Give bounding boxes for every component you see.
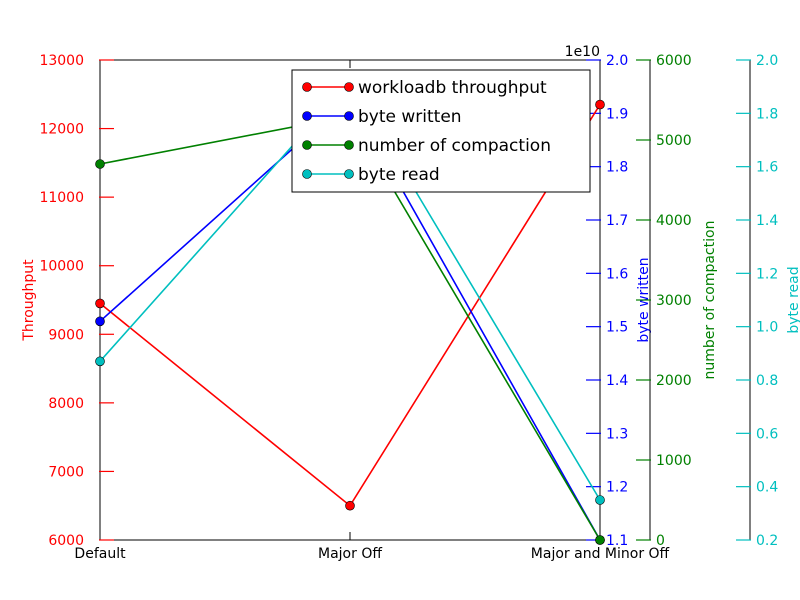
y-tick-label: 12000 [39, 122, 84, 138]
axis-title: Throughput [21, 259, 37, 342]
y-tick-label: 5000 [656, 133, 692, 149]
legend-marker [344, 111, 354, 121]
y-tick-label: 13000 [39, 53, 84, 69]
x-tick-label: Default [74, 546, 126, 562]
y-tick-label: 1.2 [606, 480, 628, 496]
legend-marker [344, 140, 354, 150]
legend-marker [302, 111, 312, 121]
y-tick-label: 1.6 [606, 266, 628, 282]
data-point [595, 99, 605, 110]
y-tick-label: 1.4 [606, 373, 628, 389]
axis-title: byte read [786, 266, 800, 333]
y-tick-label: 10000 [39, 259, 84, 275]
axis-throughput: 6000 7000 8000 9000 10000 11000 12000 13000 Thro… [21, 53, 114, 549]
legend-marker [302, 140, 312, 150]
y-tick-label: 1.2 [756, 266, 778, 282]
y-tick-label: 1.4 [756, 213, 778, 229]
y-tick-label: 3000 [656, 293, 692, 309]
y-tick-label: 1.5 [606, 320, 628, 336]
y-tick-label: 0.4 [756, 480, 778, 496]
x-tick-label: Major and Minor Off [531, 546, 670, 562]
y-tick-label: 11000 [39, 190, 84, 206]
legend-label: workloadb throughput [358, 78, 547, 98]
legend-label: byte read [358, 165, 440, 185]
y-tick-label: 1.3 [606, 426, 628, 442]
x-tick-label: Major Off [318, 546, 382, 562]
y-tick-label: 0.2 [756, 533, 778, 549]
y-tick-label: 1.9 [606, 106, 628, 122]
data-point [95, 159, 105, 169]
legend-label: number of compaction [358, 136, 551, 156]
y-tick-label: 1.1 [606, 533, 628, 549]
legend: workloadb throughput byte written number o… [291, 69, 591, 193]
legend-box [291, 69, 591, 193]
data-point [95, 298, 105, 309]
axes-layer: Default Major Off Major and Minor Off 6000 7… [21, 44, 800, 562]
data-point [595, 535, 605, 545]
axis-title: number of compaction [702, 221, 718, 380]
legend-marker [344, 82, 354, 92]
legend-label: byte written [358, 107, 462, 127]
y-tick-label: 1.0 [756, 320, 778, 336]
legend-marker [302, 169, 312, 179]
y-tick-label: 1.8 [606, 160, 628, 176]
y-tick-label: 1.7 [606, 213, 628, 229]
legend-entry: byte read [302, 165, 440, 185]
axis-compaction: 0 1000 2000 3000 4000 5000 6000 number of compa… [636, 53, 718, 549]
y-tick-label: 2.0 [606, 53, 628, 69]
y-tick-label: 0 [656, 533, 665, 549]
y-tick-label: 2.0 [756, 53, 778, 69]
y-tick-label: 8000 [48, 396, 84, 412]
data-point [95, 316, 105, 327]
axis-offset-text: 1e10 [565, 44, 600, 60]
data-point [595, 495, 605, 505]
y-tick-label: 6000 [656, 53, 692, 69]
legend-marker [302, 82, 312, 92]
y-tick-label: 6000 [48, 533, 84, 549]
y-tick-label: 1000 [656, 453, 692, 469]
legend-entry: number of compaction [302, 136, 551, 156]
y-tick-label: 1.8 [756, 106, 778, 122]
y-tick-label: 2000 [656, 373, 692, 389]
data-point [345, 500, 355, 511]
y-tick-label: 4000 [656, 213, 692, 229]
legend-marker [344, 169, 354, 179]
data-point [95, 356, 105, 367]
legend-entry: byte written [302, 107, 462, 127]
legend-entry: workloadb throughput [302, 78, 547, 98]
y-tick-label: 0.8 [756, 373, 778, 389]
y-tick-label: 1.6 [756, 160, 778, 176]
y-tick-label: 0.6 [756, 426, 778, 442]
axis-byte-read: 0.2 0.4 0.6 0.8 1.0 1.2 1.4 1.6 1.8 2.0 byte read [736, 53, 800, 549]
y-tick-label: 7000 [48, 464, 84, 480]
series-throughput [95, 99, 605, 511]
y-tick-label: 9000 [48, 327, 84, 343]
